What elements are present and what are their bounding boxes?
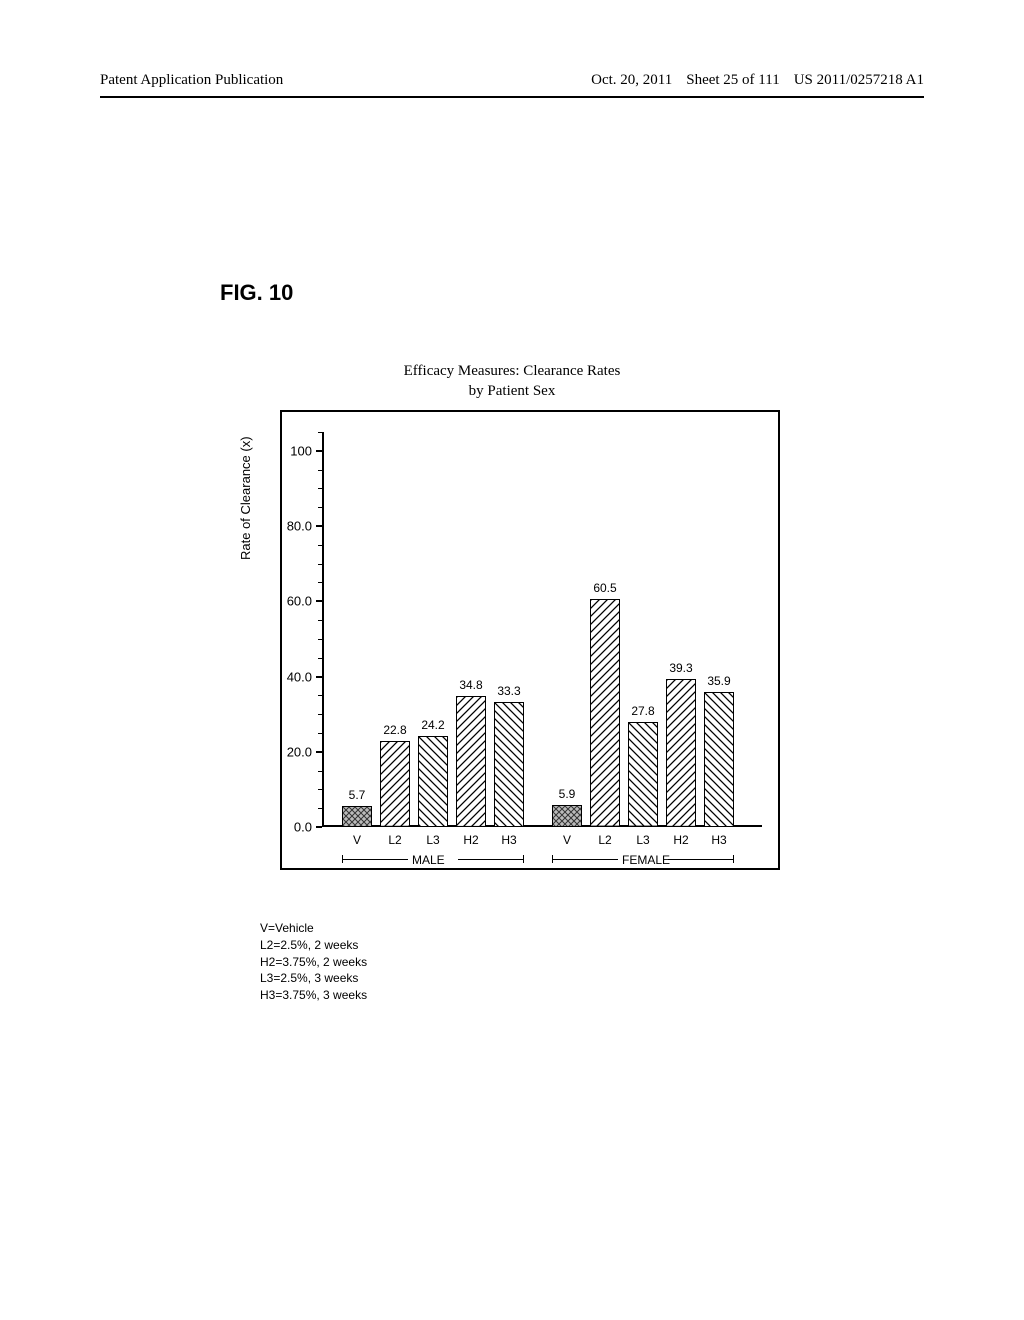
group-bracket [552, 859, 618, 860]
chart-title-line2: by Patient Sex [0, 382, 1024, 402]
bar [456, 696, 486, 827]
y-tick-minor [318, 432, 322, 433]
header-sheet: Sheet 25 of 111 [686, 72, 779, 89]
y-tick [316, 600, 322, 602]
chart-title-line1: Efficacy Measures: Clearance Rates [404, 363, 621, 379]
y-axis [322, 432, 324, 827]
group-bracket [458, 859, 524, 860]
y-tick [316, 450, 322, 452]
bar [380, 741, 410, 827]
bar-value-label: 5.7 [349, 788, 366, 802]
x-tick-label: H2 [463, 833, 478, 847]
bar [552, 805, 582, 827]
bar-value-label: 33.3 [497, 684, 520, 698]
figure-label: FIG. 10 [220, 280, 293, 306]
y-tick-minor [318, 564, 322, 565]
y-tick-minor [318, 488, 322, 489]
chart-frame: 0.0 20.0 40.0 60.0 80.0 100 5.7 V 22.8 L2 24.2 L3 34… [280, 410, 780, 870]
x-tick-label: H3 [501, 833, 516, 847]
chart-title: Efficacy Measures: Clearance Rates by Pa… [0, 362, 1024, 401]
bar-value-label: 34.8 [459, 678, 482, 692]
header-docnum: US 2011/0257218 A1 [794, 72, 924, 89]
x-tick-label: H2 [673, 833, 688, 847]
y-tick-label: 20.0 [287, 744, 312, 759]
bar-value-label: 22.8 [383, 723, 406, 737]
bar [704, 692, 734, 827]
bar [590, 599, 620, 827]
x-tick-label: H3 [711, 833, 726, 847]
y-tick [316, 525, 322, 527]
page-header: Patent Application Publication Oct. 20, … [0, 72, 1024, 89]
y-tick-minor [318, 771, 322, 772]
bar-value-label: 27.8 [631, 704, 654, 718]
x-tick-label: V [353, 833, 361, 847]
y-tick-minor [318, 695, 322, 696]
x-tick-label: L3 [426, 833, 439, 847]
bar-value-label: 60.5 [593, 581, 616, 595]
group-label: MALE [412, 853, 445, 867]
y-tick-minor [318, 545, 322, 546]
y-tick-minor [318, 620, 322, 621]
y-axis-title: Rate of Clearance (x) [238, 436, 253, 560]
group-bracket-end [523, 855, 524, 863]
bar [418, 736, 448, 827]
legend-item: V=Vehicle [260, 920, 367, 937]
bar-value-label: 5.9 [559, 787, 576, 801]
bar-value-label: 24.2 [421, 718, 444, 732]
legend: V=Vehicle L2=2.5%, 2 weeks H2=3.75%, 2 w… [260, 920, 367, 1004]
group-bracket-end [733, 855, 734, 863]
y-tick-minor [318, 639, 322, 640]
y-tick-minor [318, 733, 322, 734]
group-bracket [668, 859, 734, 860]
y-tick-label: 40.0 [287, 669, 312, 684]
legend-item: L3=2.5%, 3 weeks [260, 970, 367, 987]
y-tick-label: 0.0 [294, 820, 312, 835]
group-bracket-end [552, 855, 553, 863]
bar [342, 806, 372, 827]
x-tick-label: V [563, 833, 571, 847]
group-bracket [342, 859, 408, 860]
y-tick-minor [318, 470, 322, 471]
x-tick-label: L2 [598, 833, 611, 847]
x-tick-label: L2 [388, 833, 401, 847]
y-tick-minor [318, 507, 322, 508]
y-tick-minor [318, 714, 322, 715]
header-rule [100, 96, 924, 98]
y-tick-label: 100 [290, 443, 312, 458]
y-tick [316, 751, 322, 753]
legend-item: H3=3.75%, 3 weeks [260, 987, 367, 1004]
bar-value-label: 35.9 [707, 674, 730, 688]
y-tick-minor [318, 582, 322, 583]
y-tick-label: 60.0 [287, 594, 312, 609]
y-tick-label: 80.0 [287, 519, 312, 534]
y-tick-minor [318, 789, 322, 790]
y-tick-minor [318, 658, 322, 659]
bar [494, 702, 524, 827]
bar [666, 679, 696, 827]
header-date: Oct. 20, 2011 [591, 72, 672, 89]
bar-value-label: 39.3 [669, 661, 692, 675]
group-label: FEMALE [622, 853, 670, 867]
bar [628, 722, 658, 827]
legend-item: L2=2.5%, 2 weeks [260, 937, 367, 954]
x-tick-label: L3 [636, 833, 649, 847]
plot-area: 0.020.040.060.080.01005.7V22.8L224.2L334… [322, 432, 762, 827]
group-bracket-end [342, 855, 343, 863]
header-left: Patent Application Publication [100, 72, 283, 89]
y-tick-minor [318, 808, 322, 809]
legend-item: H2=3.75%, 2 weeks [260, 954, 367, 971]
y-tick [316, 826, 322, 828]
y-tick [316, 676, 322, 678]
